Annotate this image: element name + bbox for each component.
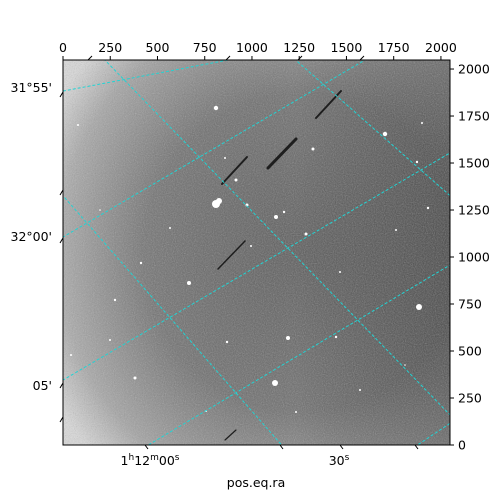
sky-image	[63, 60, 450, 445]
star	[234, 178, 238, 182]
y-tick-label: 1000	[458, 250, 490, 265]
star	[77, 124, 79, 126]
star	[99, 209, 101, 211]
star	[187, 281, 191, 285]
stars	[70, 105, 430, 413]
star	[113, 298, 117, 302]
y-tick-label: 2000	[458, 62, 490, 77]
streak	[266, 137, 298, 170]
star	[286, 336, 290, 340]
grid-line	[416, 422, 450, 445]
star	[359, 389, 361, 391]
x-tick-label: 750	[193, 40, 217, 55]
star	[169, 227, 171, 229]
ra-label-30s: 30s	[329, 453, 350, 468]
pixel-x-axis: 0 250 500 750 1000 1250 1500 1750 2000	[59, 40, 457, 60]
x-tick-label: 1750	[378, 40, 410, 55]
star	[395, 229, 397, 231]
x-tick-label: 1500	[331, 40, 363, 55]
star	[133, 376, 137, 380]
star	[109, 339, 111, 341]
streak	[221, 156, 248, 185]
star	[274, 215, 278, 219]
star	[224, 157, 226, 159]
star	[225, 340, 229, 344]
star	[304, 232, 308, 236]
star	[382, 131, 388, 137]
y-tick-label: 1750	[458, 109, 490, 124]
y-tick-label: 1250	[458, 203, 490, 218]
y-tick-label: 1500	[458, 156, 490, 171]
x-tick-label: 2000	[425, 40, 457, 55]
x-tick-label: 250	[98, 40, 122, 55]
coordinate-grid	[63, 60, 450, 445]
star	[250, 245, 252, 247]
star	[404, 364, 406, 366]
grid-line	[63, 60, 229, 92]
x-axis-title: pos.eq.ra	[227, 475, 285, 490]
star	[282, 210, 286, 214]
grid-line	[63, 152, 450, 381]
plot-frame	[62, 59, 451, 446]
ra-label-1h12m00s: 1h12m00s	[121, 453, 180, 468]
star	[339, 271, 341, 273]
dec-label-32-00: 32°00'	[11, 229, 53, 244]
star	[213, 105, 219, 111]
y-tick-label: 750	[458, 297, 482, 312]
streak	[217, 240, 246, 270]
star	[139, 261, 143, 265]
star	[70, 354, 72, 356]
star	[311, 147, 315, 151]
dec-label-05: 05'	[33, 378, 52, 393]
grid-line	[63, 194, 283, 445]
star	[415, 160, 419, 164]
streak	[224, 429, 237, 441]
pixel-y-axis: 0 250 500 750 1000 1250 1500 1750 2000	[450, 62, 490, 453]
x-tick-label: 500	[146, 40, 170, 55]
world-ticks	[59, 55, 419, 450]
grid-line	[147, 264, 450, 445]
x-tick-label: 1250	[283, 40, 315, 55]
y-tick-label: 500	[458, 344, 482, 359]
satellite-streaks	[217, 90, 342, 441]
star	[416, 304, 422, 310]
x-tick-label: 0	[59, 40, 67, 55]
star	[216, 198, 222, 204]
dec-label-31-55: 31°55'	[11, 80, 53, 95]
y-tick-label: 0	[458, 438, 466, 453]
star	[295, 411, 297, 413]
star	[334, 335, 338, 339]
star	[272, 380, 278, 386]
grid-line	[63, 60, 366, 238]
y-tick-label: 250	[458, 391, 482, 406]
star	[426, 206, 430, 210]
grid-line	[294, 60, 450, 197]
x-tick-label: 1000	[236, 40, 268, 55]
star	[421, 122, 423, 124]
